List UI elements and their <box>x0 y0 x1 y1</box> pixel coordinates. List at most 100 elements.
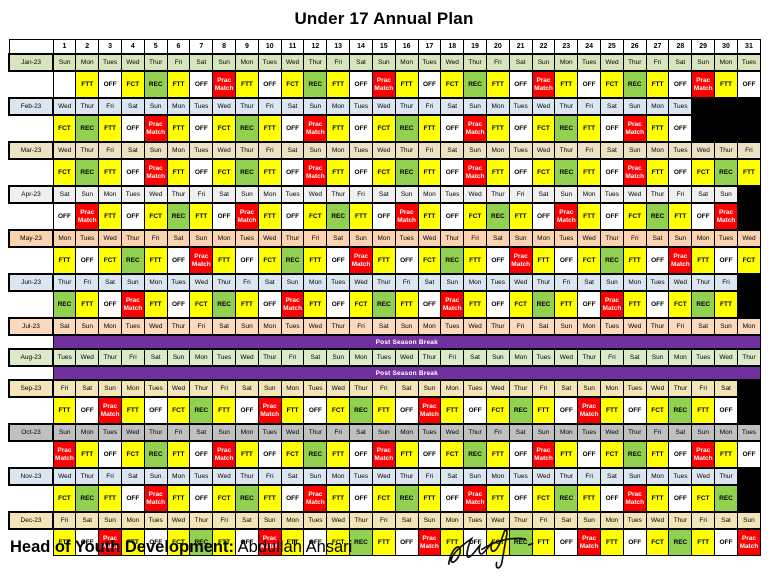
activity-cell: OFF <box>98 70 122 99</box>
activity-cell: FTT <box>691 246 716 275</box>
day-name-cell: Tues <box>75 229 100 248</box>
na-cell <box>736 185 762 204</box>
activity-cell: Prac Match <box>303 114 328 143</box>
activity-cell: OFF <box>600 202 624 231</box>
day-name-cell: Sat <box>120 97 145 116</box>
month-label-cell: May-23 <box>7 229 55 248</box>
activity-cell: REC <box>143 70 168 99</box>
na-cell <box>691 97 716 116</box>
day-name-cell: Mon <box>714 53 738 72</box>
day-name-cell: Wed <box>600 53 624 72</box>
day-name-cell: Mon <box>235 423 259 442</box>
day-name-cell: Wed <box>235 348 259 367</box>
activity-cell: REC <box>668 396 693 425</box>
day-name-cell: Thur <box>531 273 556 292</box>
activity-cell: OFF <box>189 158 214 187</box>
day-name-cell: Sat <box>166 229 191 248</box>
day-name-cell: Wed <box>531 141 556 160</box>
day-name-cell: Tues <box>554 229 579 248</box>
activity-cell: FTT <box>189 202 214 231</box>
day-name-cell: Fri <box>645 53 670 72</box>
day-name-cell: Sun <box>531 423 556 442</box>
day-name-cell: Sat <box>235 379 259 398</box>
day-name-cell: Wed <box>120 53 145 72</box>
activity-cell: FTT <box>668 202 693 231</box>
activity-cell: OFF <box>349 114 373 143</box>
day-name-cell: Wed <box>212 97 237 116</box>
activity-cell: OFF <box>736 70 762 99</box>
day-name-cell: Mon <box>577 317 602 336</box>
day-name-cell: Wed <box>143 317 168 336</box>
day-name-cell: Fri <box>52 511 77 530</box>
activity-cell: REC <box>600 246 624 275</box>
day-name-cell: Sat <box>554 379 579 398</box>
activity-cell: FCT <box>371 484 396 513</box>
day-name-cell: Sun <box>645 348 670 367</box>
activity-cell: OFF <box>235 528 259 556</box>
activity-cell: FTT <box>554 440 579 469</box>
activity-cell: FCT <box>326 528 351 556</box>
activity-cell: OFF <box>303 396 328 425</box>
activity-cell: OFF <box>189 114 214 143</box>
na-cell <box>736 290 762 319</box>
day-name-cell: Tues <box>577 53 602 72</box>
post-season-break-band: Post Season Break <box>52 334 762 350</box>
day-name-cell: Mon <box>303 273 328 292</box>
activity-cell: FTT <box>371 528 396 556</box>
footer-signoff: Head of Youth Development: Abdullah Ansa… <box>10 538 352 557</box>
activity-cell: OFF <box>371 202 396 231</box>
activity-cell: FCT <box>166 528 191 556</box>
day-name-cell: Fri <box>349 185 373 204</box>
activity-cell: OFF <box>554 528 579 556</box>
activity-cell: REC <box>235 484 259 513</box>
month-label-cell: Feb-23 <box>7 97 55 116</box>
day-name-cell: Thur <box>645 185 670 204</box>
activity-cell: FTT <box>622 246 647 275</box>
activity-cell: FTT <box>166 158 191 187</box>
day-number-cell: 17 <box>417 39 442 55</box>
day-name-cell: Wed <box>531 467 556 486</box>
day-name-cell: Fri <box>691 511 716 530</box>
activity-cell: FTT <box>303 246 328 275</box>
activity-cell: FTT <box>143 246 168 275</box>
day-name-cell: Mon <box>668 348 693 367</box>
activity-cell: Prac Match <box>622 158 647 187</box>
activity-cell: REC <box>554 484 579 513</box>
day-name-cell: Sat <box>417 273 442 292</box>
day-name-cell: Sat <box>394 379 419 398</box>
activity-cell: REC <box>714 158 738 187</box>
month-day-row: Jul-23 Sat Sun Mon Tues Wed Thur Fri Sat Sun Mon Tu… <box>7 317 762 336</box>
day-name-cell: Tues <box>440 317 465 336</box>
activity-cell: FCT <box>577 246 602 275</box>
na-cell <box>736 396 762 425</box>
activity-cell: OFF <box>75 396 100 425</box>
activity-cell: Prac Match <box>98 396 122 425</box>
day-name-cell: Mon <box>645 97 670 116</box>
activity-cell: FTT <box>349 202 373 231</box>
day-name-cell: Wed <box>75 348 100 367</box>
day-name-cell: Sun <box>714 185 738 204</box>
activity-cell: Prac Match <box>212 440 237 469</box>
activity-cell: OFF <box>485 290 510 319</box>
activity-cell: FTT <box>645 440 670 469</box>
activity-cell: OFF <box>212 202 237 231</box>
day-name-cell: Thur <box>371 273 396 292</box>
day-name-cell: Mon <box>440 511 465 530</box>
activity-cell: FCT <box>691 158 716 187</box>
day-name-cell: Sun <box>235 317 259 336</box>
day-number-cell: 1 <box>52 39 77 55</box>
day-name-cell: Tues <box>668 97 693 116</box>
day-name-cell: Sun <box>668 229 693 248</box>
day-name-cell: Wed <box>280 53 305 72</box>
activity-cell: FTT <box>98 158 122 187</box>
day-name-cell: Mon <box>417 317 442 336</box>
activity-cell: OFF <box>714 396 738 425</box>
day-name-cell: Fri <box>257 97 282 116</box>
day-name-cell: Fri <box>417 141 442 160</box>
activity-cell: FTT <box>577 114 602 143</box>
activity-cell: REC <box>622 70 647 99</box>
day-name-cell: Thur <box>668 511 693 530</box>
day-name-cell: Mon <box>257 185 282 204</box>
day-name-cell: Thur <box>600 229 624 248</box>
day-number-cell: 18 <box>440 39 465 55</box>
